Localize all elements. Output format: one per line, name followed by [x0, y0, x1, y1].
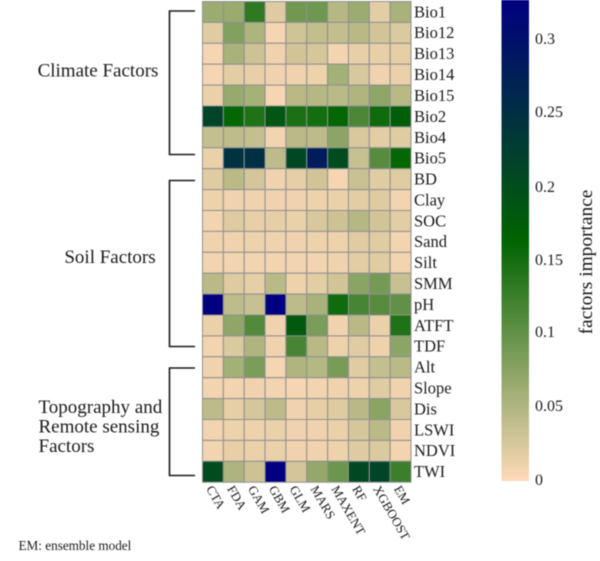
- svg-text:Soil Factors: Soil Factors: [64, 247, 155, 268]
- svg-text:Silt: Silt: [414, 253, 437, 272]
- svg-text:0: 0: [535, 472, 543, 489]
- svg-text:Alt: Alt: [414, 358, 436, 377]
- svg-text:Bio12: Bio12: [414, 23, 454, 42]
- svg-text:TWI: TWI: [414, 462, 445, 481]
- svg-text:Bio2: Bio2: [414, 107, 446, 126]
- svg-text:Factors: Factors: [39, 436, 95, 457]
- svg-text:SMM: SMM: [414, 274, 453, 293]
- svg-text:TDF: TDF: [414, 337, 445, 356]
- svg-text:Bio1: Bio1: [414, 2, 446, 21]
- svg-text:Clay: Clay: [414, 190, 446, 209]
- svg-text:Topography and: Topography and: [39, 397, 163, 418]
- svg-text:factors importance: factors importance: [576, 190, 597, 335]
- svg-text:LSWI: LSWI: [414, 420, 454, 439]
- svg-text:RF: RF: [349, 483, 369, 504]
- svg-text:EM: ensemble model: EM: ensemble model: [19, 538, 132, 553]
- svg-text:SOC: SOC: [414, 211, 446, 230]
- svg-text:Bio15: Bio15: [414, 86, 454, 105]
- svg-text:Bio14: Bio14: [414, 65, 454, 84]
- svg-text:Remote sensing: Remote sensing: [39, 417, 160, 438]
- svg-text:Bio5: Bio5: [414, 149, 446, 168]
- svg-text:ATFT: ATFT: [414, 316, 453, 335]
- svg-text:Bio13: Bio13: [414, 44, 454, 63]
- svg-text:Slope: Slope: [414, 379, 452, 398]
- svg-text:0.2: 0.2: [535, 179, 555, 196]
- svg-text:0.25: 0.25: [535, 104, 563, 121]
- svg-text:pH: pH: [414, 295, 434, 314]
- svg-text:NDVI: NDVI: [414, 441, 455, 460]
- svg-text:0.05: 0.05: [535, 398, 563, 415]
- svg-text:Bio4: Bio4: [414, 128, 446, 147]
- svg-text:Climate Factors: Climate Factors: [38, 61, 159, 82]
- svg-text:Sand: Sand: [414, 232, 448, 251]
- svg-text:0.1: 0.1: [535, 324, 555, 341]
- svg-text:0.3: 0.3: [535, 31, 555, 48]
- svg-text:0.15: 0.15: [535, 252, 563, 269]
- svg-text:Dis: Dis: [414, 399, 437, 418]
- svg-text:BD: BD: [414, 170, 437, 189]
